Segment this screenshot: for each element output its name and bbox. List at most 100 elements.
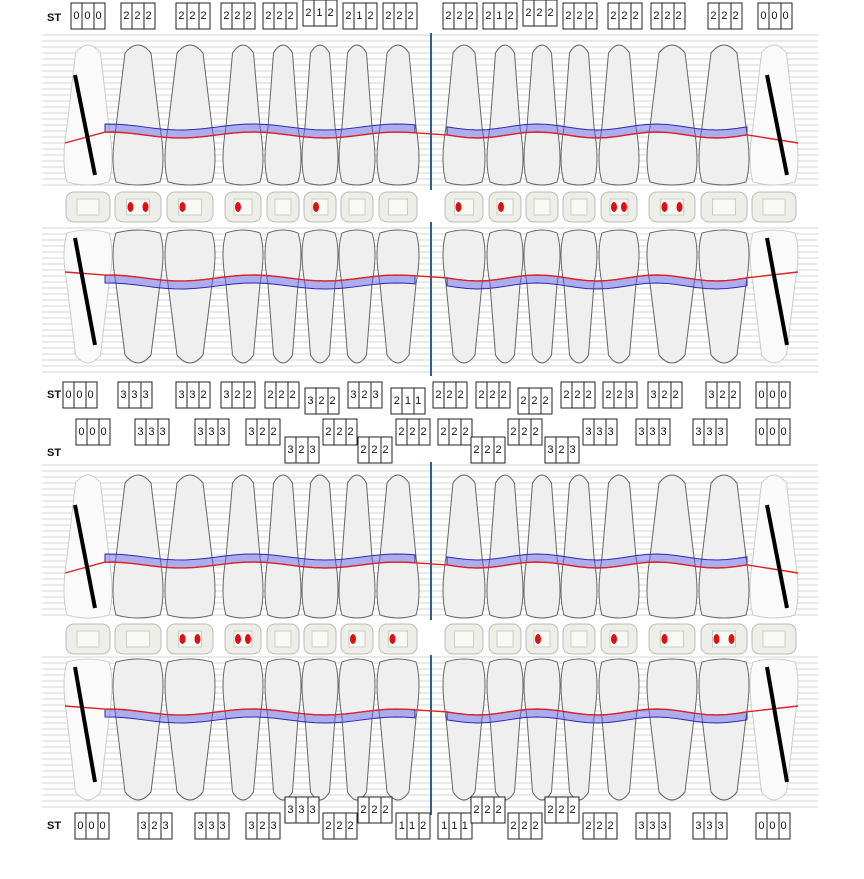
- probe-box: [137, 812, 173, 840]
- missing-marker: [765, 504, 789, 609]
- occlusal-inner: [274, 630, 292, 648]
- probe-box: [357, 436, 393, 464]
- probe-box: [62, 381, 98, 409]
- occlusal-inner: [762, 630, 786, 648]
- probe-box: [544, 796, 580, 824]
- probe-box: [120, 2, 156, 30]
- probe-depth: 222: [385, 10, 418, 22]
- furcation-dot: [179, 202, 186, 212]
- tooth: [523, 229, 561, 364]
- tooth: [646, 229, 698, 364]
- probe-depth: 222: [478, 389, 511, 401]
- occlusal-inner: [311, 630, 329, 648]
- st-label: ST: [47, 12, 61, 24]
- tooth: [749, 658, 799, 801]
- furcation-dot: [194, 634, 201, 644]
- tooth: [112, 658, 164, 801]
- probe-box: [475, 381, 511, 409]
- furcation-dot: [350, 634, 356, 644]
- probe-depth: 222: [473, 444, 506, 456]
- probe-depth: 000: [760, 10, 793, 22]
- probe-depth: 323: [287, 444, 320, 456]
- probe-depth: 212: [485, 10, 518, 22]
- probe-depth: 222: [325, 426, 358, 438]
- probe-depth: 222: [123, 10, 156, 22]
- probe-box: [507, 812, 543, 840]
- tooth: [338, 44, 376, 186]
- margin-line: [64, 271, 799, 282]
- tooth: [442, 44, 486, 186]
- tooth: [376, 658, 420, 801]
- probe-depth: 222: [510, 426, 543, 438]
- tooth: [112, 44, 164, 186]
- margin-line: [64, 131, 799, 144]
- tooth: [63, 44, 113, 186]
- probe-depth: 333: [287, 804, 320, 816]
- furcation-dot: [713, 634, 720, 644]
- occlusal-inner: [533, 198, 551, 216]
- margin-line: [64, 705, 799, 716]
- tooth: [486, 474, 524, 619]
- probe-depth: 000: [758, 389, 791, 401]
- probe-depth: 000: [65, 389, 98, 401]
- probe-depth: 222: [565, 10, 598, 22]
- probe-depth: 332: [178, 389, 211, 401]
- probe-depth: 333: [197, 426, 230, 438]
- tooth: [442, 658, 486, 801]
- probe-box: [437, 812, 473, 840]
- tooth: [523, 658, 561, 801]
- furcation-dot: [661, 202, 668, 212]
- missing-marker: [73, 237, 97, 346]
- probe-box: [357, 796, 393, 824]
- tooth: [376, 44, 420, 186]
- probe-depth: 333: [638, 820, 671, 832]
- furcation-dot: [621, 202, 627, 212]
- probe-box: [705, 381, 741, 409]
- probe-box: [582, 812, 618, 840]
- st-label: ST: [47, 389, 61, 401]
- occlusal-inner: [496, 630, 514, 648]
- probe-depth: 222: [520, 395, 553, 407]
- probe-box: [470, 796, 506, 824]
- furcation-dot: [611, 202, 617, 212]
- missing-marker: [73, 666, 97, 783]
- furcation-dot: [676, 202, 683, 212]
- tooth: [164, 658, 216, 801]
- probe-depth: 222: [398, 426, 431, 438]
- probe-box: [74, 812, 110, 840]
- probe-depth: 323: [248, 820, 281, 832]
- probe-depth: 322: [248, 426, 281, 438]
- probe-depth: 323: [140, 820, 173, 832]
- missing-marker: [765, 237, 789, 346]
- tooth: [301, 474, 339, 619]
- probe-box: [284, 436, 320, 464]
- furcation-dot: [179, 634, 186, 644]
- probe-box: [194, 812, 230, 840]
- probe-box: [607, 2, 643, 30]
- probe-depth: 222: [610, 10, 643, 22]
- probe-depth: 000: [758, 426, 791, 438]
- tooth: [222, 229, 264, 364]
- probe-box: [302, 0, 338, 27]
- furcation-dot: [127, 202, 134, 212]
- probe-box: [635, 418, 671, 446]
- tooth: [222, 44, 264, 186]
- probe-box: [602, 381, 638, 409]
- occlusal-inner: [274, 198, 292, 216]
- st-label: ST: [47, 447, 61, 459]
- tooth: [598, 44, 640, 186]
- probe-depth: 322: [307, 395, 340, 407]
- st-label: ST: [47, 820, 61, 832]
- furcation-dot: [235, 202, 241, 212]
- probe-box: [544, 436, 580, 464]
- tooth: [646, 44, 698, 186]
- probe-depth: 333: [120, 389, 153, 401]
- probe-depth: 112: [399, 820, 432, 832]
- probe-box: [245, 418, 281, 446]
- tooth: [749, 229, 799, 364]
- furcation-dot: [728, 634, 735, 644]
- probe-depth: 212: [305, 7, 338, 19]
- probe-box: [117, 381, 153, 409]
- tooth: [560, 44, 598, 186]
- probe-box: [347, 381, 383, 409]
